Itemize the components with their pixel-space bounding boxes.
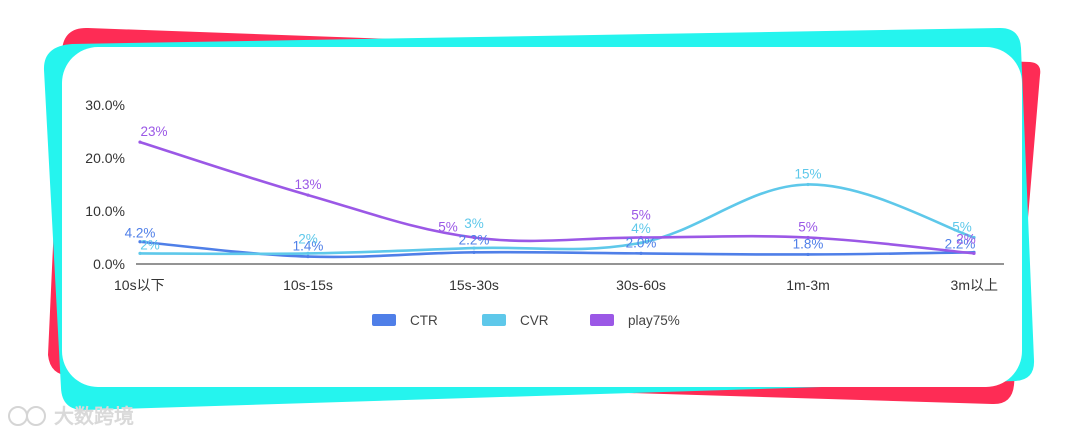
data-label-ctr: 2.0% bbox=[626, 235, 657, 250]
legend-label-play75[interactable]: play75% bbox=[628, 313, 680, 328]
chart-axes: 30.0% 20.0% 10.0% 0.0% 10s以下 10s-15s 15s-30s 30… bbox=[85, 97, 1004, 293]
data-label-cvr: 5% bbox=[952, 220, 972, 235]
data-label-cvr: 4% bbox=[631, 221, 651, 236]
chart-data-labels: 4.2%1.4% 2.2% 2.0% 1.8% 2.2%2% 2%3% 4%15%5%23%… bbox=[125, 124, 976, 253]
data-label-ctr: 4.2% bbox=[125, 226, 156, 241]
data-point-cvr bbox=[306, 251, 310, 255]
data-label-cvr: 2% bbox=[298, 231, 318, 246]
data-point-ctr bbox=[806, 252, 810, 257]
x-tick-label: 15s-30s bbox=[449, 277, 499, 293]
y-tick-label: 0.0% bbox=[93, 256, 125, 272]
data-label-ctr: 1.8% bbox=[793, 236, 824, 251]
data-point-cvr bbox=[972, 235, 976, 240]
series-line-play75 bbox=[138, 140, 976, 255]
data-label-play75: 5% bbox=[438, 220, 458, 235]
data-point-ctr bbox=[138, 240, 142, 244]
legend-swatch-ctr[interactable] bbox=[372, 314, 396, 326]
data-label-ctr: 2.2% bbox=[945, 236, 976, 251]
data-point-play75 bbox=[639, 235, 643, 240]
x-tick-label: 10s以下 bbox=[114, 277, 165, 293]
x-tick-label: 10s-15s bbox=[283, 277, 333, 293]
data-label-play75: 23% bbox=[140, 124, 167, 139]
data-point-play75 bbox=[806, 235, 810, 240]
watermark-text: 大数跨境 bbox=[54, 404, 134, 428]
data-label-cvr: 15% bbox=[794, 167, 821, 182]
data-point-play75 bbox=[306, 193, 310, 197]
series-line-ctr bbox=[138, 240, 976, 259]
data-label-ctr: 2.2% bbox=[459, 232, 490, 247]
data-label-cvr: 2% bbox=[140, 237, 160, 252]
data-label-play75: 5% bbox=[631, 208, 651, 223]
series-line-cvr bbox=[138, 183, 976, 256]
x-tick-label: 3m以上 bbox=[951, 277, 998, 293]
y-tick-label: 20.0% bbox=[85, 150, 125, 166]
data-label-play75: 2% bbox=[956, 231, 976, 246]
data-point-ctr bbox=[639, 251, 643, 255]
chart-series bbox=[138, 140, 976, 259]
data-point-play75 bbox=[972, 251, 976, 255]
data-point-cvr bbox=[472, 246, 476, 250]
data-point-play75 bbox=[138, 140, 142, 144]
data-label-play75: 5% bbox=[798, 220, 818, 235]
data-point-cvr bbox=[639, 241, 643, 245]
decorative-frame bbox=[43, 27, 1041, 411]
chart-legend[interactable]: CTR CVR play75% bbox=[372, 313, 680, 328]
data-label-play75: 13% bbox=[294, 177, 321, 192]
data-point-cvr bbox=[138, 251, 142, 255]
legend-label-ctr[interactable]: CTR bbox=[410, 313, 438, 328]
data-label-ctr: 1.4% bbox=[293, 239, 324, 254]
legend-swatch-cvr[interactable] bbox=[482, 314, 506, 326]
data-label-cvr: 3% bbox=[464, 216, 484, 231]
data-point-play75 bbox=[472, 235, 476, 240]
y-tick-label: 30.0% bbox=[85, 97, 125, 113]
x-tick-label: 1m-3m bbox=[786, 277, 830, 293]
y-tick-label: 10.0% bbox=[85, 203, 125, 219]
legend-swatch-play75[interactable] bbox=[590, 314, 614, 326]
chart-panel bbox=[62, 47, 1022, 387]
x-tick-label: 30s-60s bbox=[616, 277, 666, 293]
data-point-ctr bbox=[306, 254, 310, 259]
watermark: 大数跨境 bbox=[6, 400, 134, 429]
watermark-logo-icon bbox=[6, 404, 50, 426]
legend-label-cvr[interactable]: CVR bbox=[520, 313, 549, 328]
data-point-cvr bbox=[806, 182, 810, 187]
data-point-ctr bbox=[472, 250, 476, 254]
